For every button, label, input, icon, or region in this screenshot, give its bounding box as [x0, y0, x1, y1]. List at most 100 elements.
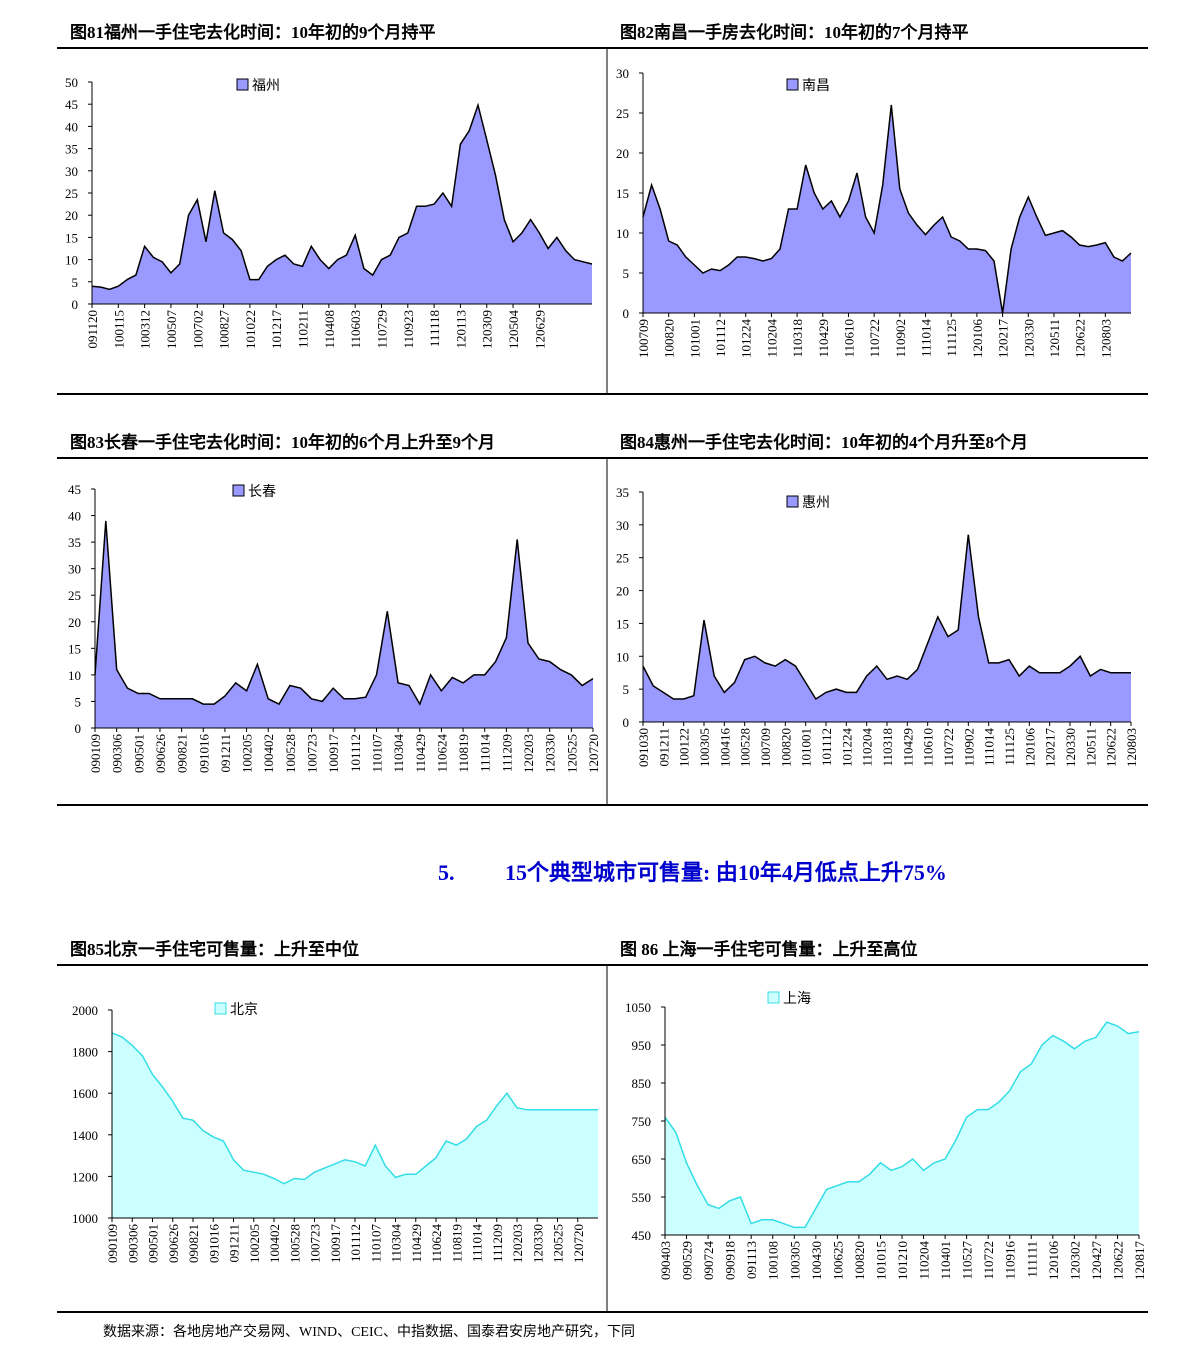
x-tick-label: 100205 — [247, 1224, 262, 1263]
x-tick-label: 090821 — [175, 734, 190, 773]
y-tick-label: 30 — [616, 518, 629, 533]
x-tick-label: 101217 — [269, 310, 284, 350]
x-tick-label: 110304 — [389, 1224, 404, 1263]
legend-swatch — [232, 484, 245, 497]
x-tick-label: 110429 — [413, 734, 428, 773]
x-tick-label: 100827 — [217, 310, 232, 350]
x-tick-label: 110107 — [369, 734, 384, 773]
x-tick-label: 120525 — [551, 1224, 566, 1263]
x-tick-label: 110204 — [860, 728, 875, 767]
x-tick-label: 120511 — [1083, 728, 1098, 767]
x-tick-label: 111125 — [1002, 728, 1017, 766]
x-tick-label: 110916 — [1003, 1241, 1018, 1280]
x-tick-label: 120217 — [996, 318, 1011, 358]
y-tick-label: 50 — [65, 75, 78, 90]
y-tick-label: 15 — [68, 641, 81, 656]
x-tick-label: 110304 — [391, 734, 406, 773]
area-line — [642, 534, 1131, 701]
x-tick-label: 100723 — [305, 734, 320, 773]
x-tick-label: 101112 — [348, 734, 363, 772]
section-heading: 15个典型城市可售量: 由10年4月低点上升75% — [505, 860, 947, 885]
area-line — [91, 102, 593, 291]
y-tick-label: 1800 — [72, 1045, 98, 1060]
y-tick-label: 45 — [68, 482, 81, 497]
x-tick-label: 120720 — [571, 1224, 586, 1263]
x-tick-label: 111014 — [982, 728, 997, 767]
y-tick-label: 5 — [623, 682, 630, 697]
x-tick-label: 111118 — [427, 310, 442, 347]
legend-swatch — [214, 1002, 227, 1015]
x-tick-label: 120217 — [1043, 728, 1058, 768]
y-tick-label: 1600 — [72, 1086, 98, 1101]
x-tick-label: 120720 — [586, 734, 601, 773]
x-tick-label: 120106 — [970, 319, 985, 359]
x-tick-label: 100402 — [261, 734, 276, 773]
x-tick-label: 120817 — [1132, 1241, 1147, 1281]
y-tick-label: 850 — [632, 1076, 652, 1091]
x-tick-label: 120309 — [480, 310, 495, 349]
x-tick-label: 100709 — [758, 728, 773, 767]
y-tick-label: 25 — [616, 551, 629, 566]
x-tick-label: 110722 — [867, 319, 882, 358]
y-tick-label: 2000 — [72, 1003, 98, 1018]
y-tick-label: 950 — [632, 1038, 652, 1053]
x-tick-label: 110722 — [941, 728, 956, 767]
x-tick-label: 090109 — [105, 1224, 120, 1263]
x-tick-label: 110923 — [401, 310, 416, 349]
x-tick-label: 110318 — [790, 319, 805, 358]
x-tick-label: 100820 — [778, 728, 793, 767]
y-tick-label: 0 — [75, 721, 82, 736]
x-tick-label: 120330 — [530, 1224, 545, 1263]
x-tick-label: 090501 — [131, 734, 146, 773]
legend-label: 北京 — [230, 1002, 258, 1018]
x-tick-label: 110527 — [960, 1241, 975, 1280]
y-tick-label: 5 — [75, 694, 82, 709]
y-tick-label: 40 — [65, 119, 78, 134]
x-tick-label: 090529 — [680, 1241, 695, 1280]
x-tick-label: 100205 — [240, 734, 255, 773]
x-tick-label: 120203 — [510, 1224, 525, 1263]
area-fill — [643, 105, 1131, 313]
x-tick-label: 090918 — [723, 1241, 738, 1280]
x-tick-label: 100122 — [677, 728, 692, 767]
x-tick-label: 110819 — [456, 734, 471, 773]
x-tick-label: 120427 — [1089, 1241, 1104, 1281]
x-tick-label: 101022 — [243, 310, 258, 349]
y-tick-label: 20 — [616, 584, 629, 599]
y-tick-label: 30 — [616, 66, 629, 81]
x-tick-label: 091030 — [636, 728, 651, 767]
x-tick-label: 110610 — [841, 319, 856, 358]
y-tick-label: 10 — [65, 253, 78, 268]
y-tick-label: 35 — [65, 142, 78, 157]
x-tick-label: 101210 — [895, 1241, 910, 1280]
y-tick-label: 1200 — [72, 1169, 98, 1184]
x-tick-label: 110204 — [764, 319, 779, 358]
area-line — [111, 1032, 598, 1185]
y-tick-label: 5 — [72, 275, 79, 290]
y-tick-label: 750 — [632, 1114, 652, 1129]
y-tick-label: 35 — [616, 485, 629, 500]
x-tick-label: 091113 — [744, 1241, 759, 1279]
chart-title: 图85北京一手住宅可售量：上升至中位 — [70, 939, 359, 959]
x-tick-label: 111125 — [944, 319, 959, 357]
x-tick-label: 110318 — [880, 728, 895, 767]
y-tick-label: 40 — [68, 509, 81, 524]
x-tick-label: 091016 — [206, 1224, 221, 1264]
legend-swatch — [786, 78, 799, 91]
x-tick-label: 120622 — [1110, 1241, 1125, 1280]
x-tick-label: 100820 — [852, 1241, 867, 1280]
x-tick-label: 110204 — [917, 1241, 932, 1280]
legend-label: 南昌 — [802, 78, 830, 94]
y-tick-label: 10 — [68, 668, 81, 683]
area-fill — [112, 1032, 598, 1218]
y-tick-label: 650 — [632, 1152, 652, 1167]
y-tick-label: 5 — [623, 266, 630, 281]
x-tick-label: 120511 — [1047, 319, 1062, 358]
x-tick-label: 101112 — [348, 1224, 363, 1262]
x-tick-label: 100115 — [111, 310, 126, 349]
x-tick-label: 110211 — [296, 310, 311, 348]
x-tick-label: 110603 — [348, 310, 363, 349]
x-tick-label: 100108 — [766, 1241, 781, 1280]
y-tick-label: 0 — [72, 297, 79, 312]
chart-title: 图84惠州一手住宅去化时间：10年初的4个月升至8个月 — [620, 432, 1028, 452]
